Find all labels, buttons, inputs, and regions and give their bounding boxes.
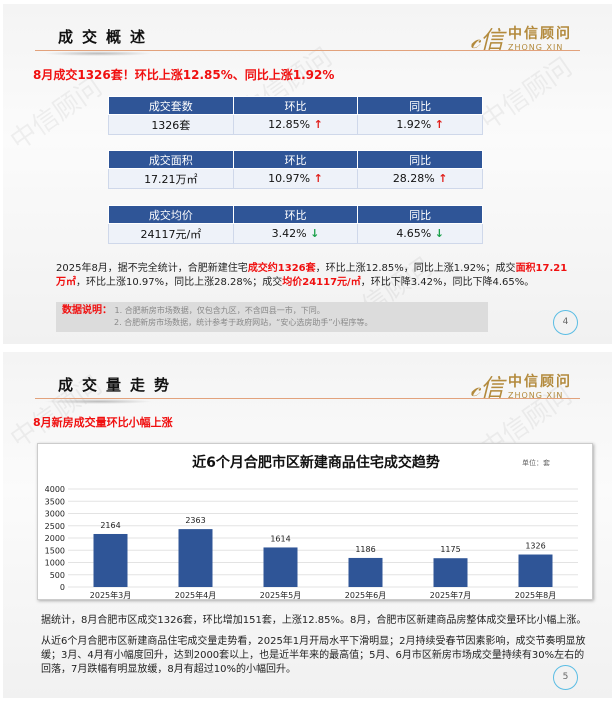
- table-price: 成交均价 环比 同比 24117元/㎡ 3.42% ↓ 4.65% ↓: [108, 205, 483, 244]
- data-label: 1175: [440, 545, 460, 554]
- x-tick-label: 2025年4月: [175, 590, 216, 600]
- y-tick-label: 500: [50, 571, 65, 580]
- data-label: 1614: [270, 534, 290, 543]
- table-cell: 3.42% ↓: [232, 223, 359, 244]
- arrow-up-icon: ↑: [313, 118, 323, 131]
- column-header: 环比: [232, 96, 359, 115]
- arrow-up-icon: ↑: [438, 172, 448, 185]
- arrow-down-icon: ↓: [434, 227, 444, 240]
- slide-4: 中信顾问 中信顾问 中信顾问 中信顾问 成交概述 𝒸信 中信顾问 ZHONG XIN…: [3, 4, 612, 344]
- x-tick-label: 2025年6月: [345, 590, 386, 600]
- title-rule: [35, 398, 580, 399]
- watermark: 中信顾问: [475, 52, 578, 137]
- chart-panel: 近6个月合肥市区新建商品住宅成交趋势 单位：套 0 500 1000 1500 2000 25…: [37, 443, 593, 600]
- data-label: 1326: [525, 542, 545, 551]
- y-tick-label: 0: [60, 583, 65, 592]
- arrow-up-icon: ↑: [313, 172, 323, 185]
- y-tick-label: 1000: [45, 559, 65, 568]
- bar: [178, 529, 213, 587]
- bar-chart: 近6个月合肥市区新建商品住宅成交趋势 单位：套 0 500 1000 1500 2000 25…: [45, 454, 578, 600]
- x-tick-label: 2025年3月: [90, 590, 131, 600]
- column-header: 成交均价: [108, 205, 234, 224]
- table-cell: 1326套: [108, 114, 234, 135]
- y-tick-label: 3500: [45, 497, 65, 506]
- table-cell: 24117元/㎡: [108, 223, 234, 244]
- x-tick-label: 2025年7月: [430, 590, 471, 600]
- column-header: 同比: [357, 96, 483, 115]
- page-number: 5: [553, 665, 578, 690]
- data-label: 2363: [185, 516, 205, 525]
- table-units: 成交套数 环比 同比 1326套 12.85% ↑ 1.92% ↑: [108, 96, 483, 135]
- trend-analysis: 从近6个月合肥市区新建商品住宅成交量走势看，2025年1月开局水平下滑明显；2月…: [41, 636, 586, 675]
- bar: [348, 557, 383, 587]
- x-tick-label: 2025年5月: [260, 590, 301, 600]
- slide-5: 中信顾问 中信顾问 成交量走势 𝒸信 中信顾问 ZHONG XIN 8月新房成交量环…: [3, 352, 612, 698]
- column-header: 同比: [357, 150, 483, 169]
- title-shadow: [43, 399, 153, 404]
- y-tick-label: 4000: [45, 485, 65, 494]
- chart-summary: 据统计，8月合肥市区成交1326套，环比增加151套，上涨12.85%。8月，合…: [41, 615, 587, 626]
- table-cell: 28.28% ↑: [357, 168, 483, 189]
- bar: [263, 547, 298, 587]
- arrow-up-icon: ↑: [434, 118, 444, 131]
- column-header: 成交套数: [108, 96, 234, 115]
- slide-title: 成交概述: [58, 28, 155, 46]
- column-header: 环比: [232, 150, 359, 169]
- logo: 𝒸信 中信顾问 ZHONG XIN: [470, 26, 572, 54]
- title-shadow: [43, 51, 153, 56]
- data-note: 数据说明： 1. 合肥新房市场数据，仅包含九区，不含四县一市，下同。 2. 合肥新…: [56, 302, 488, 332]
- column-header: 成交面积: [108, 150, 234, 169]
- headline: 8月新房成交量环比小幅上涨: [33, 416, 173, 429]
- table-cell: 1.92% ↑: [357, 114, 483, 135]
- y-tick-label: 2500: [45, 522, 65, 531]
- page-number: 4: [553, 310, 578, 335]
- logo: 𝒸信 中信顾问 ZHONG XIN: [470, 374, 572, 402]
- table-cell: 12.85% ↑: [232, 114, 359, 135]
- bar: [93, 533, 128, 587]
- x-tick-label: 2025年8月: [515, 590, 556, 600]
- arrow-down-icon: ↓: [310, 227, 320, 240]
- bar: [433, 558, 468, 587]
- y-tick-label: 1500: [45, 546, 65, 555]
- table-cell: 4.65% ↓: [357, 223, 483, 244]
- data-label: 1186: [355, 545, 375, 554]
- bar: [518, 554, 553, 587]
- table-cell: 17.21万㎡: [108, 168, 234, 189]
- column-header: 同比: [357, 205, 483, 224]
- title-rule: [35, 50, 580, 51]
- y-tick-label: 2000: [45, 534, 65, 543]
- slide-title: 成交量走势: [58, 376, 179, 394]
- data-label: 2164: [100, 521, 120, 530]
- table-area: 成交面积 环比 同比 17.21万㎡ 10.97% ↑ 28.28% ↑: [108, 150, 483, 189]
- table-cell: 10.97% ↑: [232, 168, 359, 189]
- y-tick-label: 3000: [45, 510, 65, 519]
- summary-paragraph: 2025年8月，据不完全统计，合肥新建住宅成交约1326套，环比上涨12.85%…: [56, 263, 568, 288]
- column-header: 环比: [232, 205, 359, 224]
- chart-title: 近6个月合肥市区新建商品住宅成交趋势: [192, 454, 440, 471]
- unit-label: 单位：套: [522, 458, 550, 467]
- headline: 8月成交1326套！环比上涨12.85%、同比上涨1.92%: [33, 68, 335, 82]
